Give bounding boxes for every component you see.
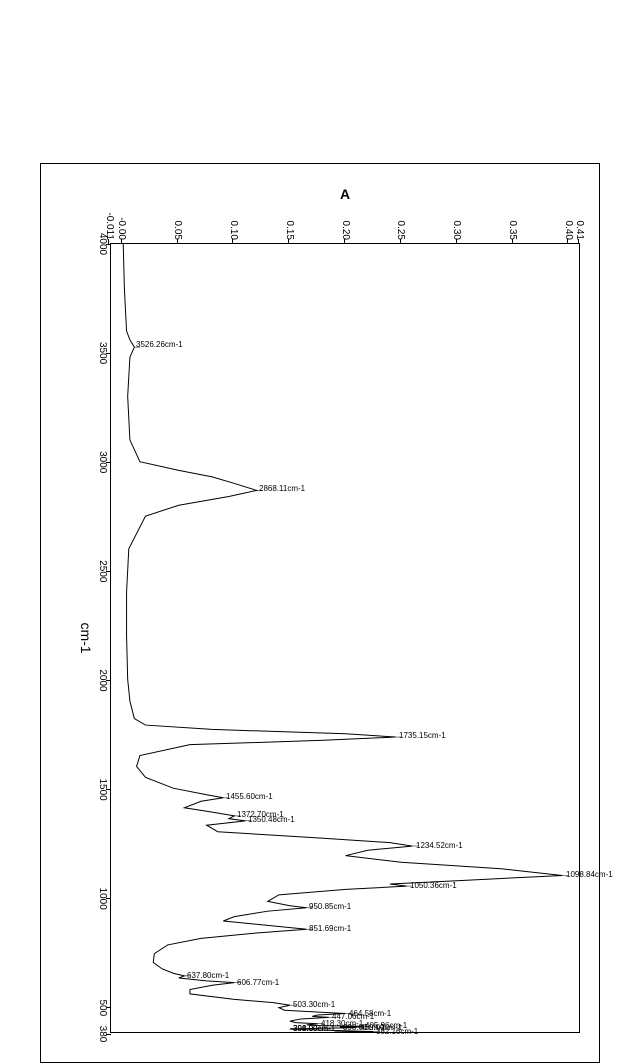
y-axis-title: A (340, 187, 350, 201)
peak-label: 1455.60cm-1 (226, 793, 273, 801)
peak-label: 851.69cm-1 (310, 925, 352, 933)
y-tick-label: -0.00 (116, 217, 126, 240)
peak-label: 1350.48cm-1 (248, 816, 295, 824)
y-tick-label: 0.15 (284, 220, 294, 239)
y-tick-label: 0.41 (574, 220, 584, 239)
x-tick-label: 3500 (97, 341, 107, 363)
y-tick-label: 0.20 (340, 220, 350, 239)
spectrum-line (111, 244, 579, 1032)
x-tick-label: 1000 (97, 887, 107, 909)
peak-label: 3526.26cm-1 (136, 341, 183, 349)
plot-area: A cm-1 -0.011-0.000.050.100.150.200.250.… (110, 243, 580, 1033)
peak-label: 503.30cm-1 (293, 1001, 335, 1009)
y-tick-label: 0.35 (507, 220, 517, 239)
y-tick-label: 0.05 (172, 220, 182, 239)
peak-label: 392.00cm-1 (293, 1025, 335, 1033)
y-tick-label: 0.30 (451, 220, 461, 239)
x-tick-label: 2500 (97, 560, 107, 582)
x-tick-label: 3000 (97, 451, 107, 473)
x-axis-title: cm-1 (79, 622, 93, 653)
peak-label: 1050.36cm-1 (410, 881, 457, 889)
peak-label: 606.77cm-1 (237, 978, 279, 986)
y-tick-label: 0.40 (563, 220, 573, 239)
x-tick-label: 2000 (97, 669, 107, 691)
x-tick-label: 380 (97, 1025, 107, 1042)
x-tick-label: 1500 (97, 778, 107, 800)
x-tick-label: 500 (97, 999, 107, 1016)
peak-label: 382.16cm-1 (376, 1027, 418, 1035)
y-tick-label: 0.25 (395, 220, 405, 239)
peak-label: 1735.15cm-1 (399, 732, 446, 740)
peak-label: 2868.11cm-1 (259, 485, 305, 493)
y-tick-label: 0.10 (228, 220, 238, 239)
peak-label: 1234.52cm-1 (416, 841, 463, 849)
peak-label: 950.85cm-1 (310, 903, 352, 911)
x-tick-label: 4000 (97, 232, 107, 254)
peak-label: 637.80cm-1 (187, 971, 229, 979)
chart-rotated-container: A cm-1 -0.011-0.000.050.100.150.200.250.… (40, 163, 600, 803)
page: A cm-1 -0.011-0.000.050.100.150.200.250.… (0, 0, 640, 965)
peak-label: 1098.84cm-1 (566, 871, 613, 879)
